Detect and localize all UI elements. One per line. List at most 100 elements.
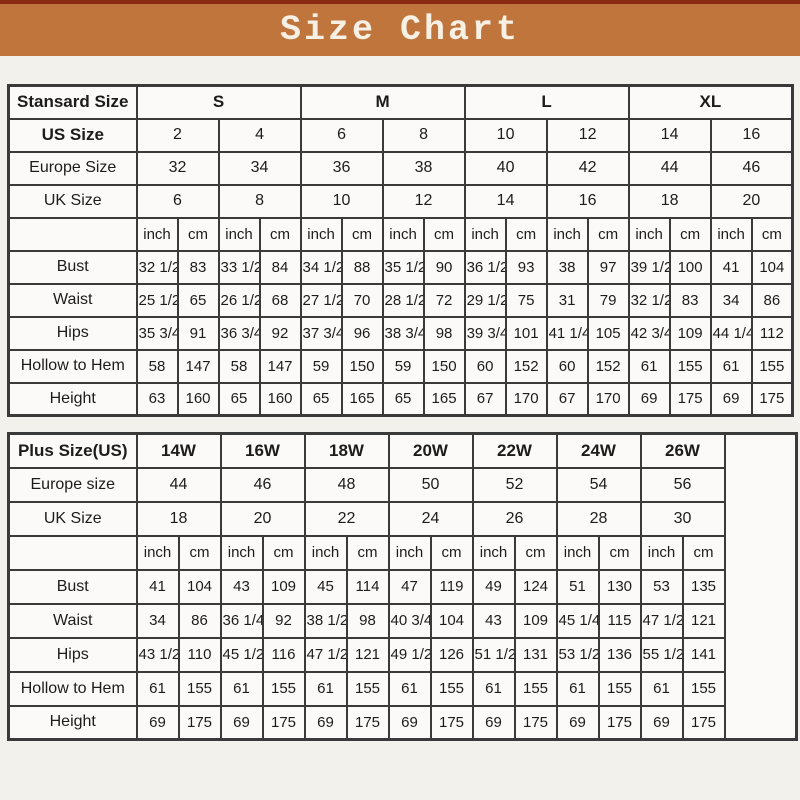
row-label-cell: Hips — [7, 636, 138, 673]
value-cell: 32 1/2 — [627, 282, 671, 318]
value-cell: 136 — [597, 636, 642, 673]
value-cell: 34 — [709, 282, 753, 318]
group-header-cell: 24W — [555, 432, 642, 469]
value-cell: 175 — [261, 704, 306, 741]
value-cell: 38 — [545, 249, 589, 285]
standard-size-table: Stansard Size S M L XL US Size 2 4 6 8 10 12 14 16 Eur… — [7, 84, 795, 417]
value-cell: 155 — [429, 670, 474, 707]
unit-cell: cm — [422, 216, 466, 252]
value-cell: 38 3/4 — [381, 315, 425, 351]
size-value-cell: 46 — [219, 466, 306, 503]
size-row: UK Size 6 8 10 12 14 16 18 20 — [7, 183, 794, 219]
measurement-row: Height 63 160 65 160 65 165 65 165 67 170 67 170 69 17… — [7, 381, 794, 417]
row-label-cell: Height — [7, 381, 138, 417]
value-cell: 112 — [750, 315, 794, 351]
value-cell: 26 1/2 — [217, 282, 261, 318]
size-value-cell: 6 — [299, 117, 384, 153]
value-cell: 41 — [135, 568, 180, 605]
value-cell: 68 — [258, 282, 302, 318]
value-cell: 42 3/4 — [627, 315, 671, 351]
unit-row: inch cm inch cm inch cm inch cm inch cm inch cm inch… — [7, 216, 794, 252]
size-value-cell: 16 — [709, 117, 794, 153]
size-value-cell: 10 — [463, 117, 548, 153]
plus-size-table: Plus Size(US) 14W 16W 18W 20W 22W 24W 26W Europe… — [7, 432, 798, 741]
measurement-row: Waist 25 1/2 65 26 1/2 68 27 1/2 70 28 1/2 72 29 … — [7, 282, 794, 318]
value-cell: 175 — [429, 704, 474, 741]
value-cell: 104 — [177, 568, 222, 605]
unit-cell: cm — [504, 216, 548, 252]
size-value-cell: 40 — [463, 150, 548, 186]
value-cell: 45 1/2 — [219, 636, 264, 673]
row-label-cell: Waist — [7, 282, 138, 318]
value-cell: 47 1/2 — [639, 602, 684, 639]
size-value-cell: 20 — [709, 183, 794, 219]
unit-cell: inch — [135, 534, 180, 571]
value-cell: 31 — [545, 282, 589, 318]
row-label-cell: Bust — [7, 568, 138, 605]
size-value-cell: 12 — [381, 183, 466, 219]
size-value-cell: 20 — [219, 500, 306, 537]
value-cell: 83 — [668, 282, 712, 318]
value-cell: 109 — [513, 602, 558, 639]
value-cell: 36 3/4 — [217, 315, 261, 351]
size-value-cell: 2 — [135, 117, 220, 153]
value-cell: 72 — [422, 282, 466, 318]
value-cell: 69 — [387, 704, 432, 741]
size-chart-page: Size Chart Stansard Size S M L XL US Size 2 4 6 8… — [0, 0, 800, 741]
value-cell: 84 — [258, 249, 302, 285]
unit-cell: cm — [597, 534, 642, 571]
value-cell: 60 — [463, 348, 507, 384]
row-label-cell: UK Size — [7, 183, 138, 219]
size-value-cell: 26 — [471, 500, 558, 537]
unit-cell: cm — [258, 216, 302, 252]
unit-cell: cm — [176, 216, 220, 252]
measurement-row: Bust 32 1/2 83 33 1/2 84 34 1/2 88 35 1/2 90 36 1… — [7, 249, 794, 285]
corner-label-cell: Stansard Size — [7, 84, 138, 120]
size-row: Europe Size 32 34 36 38 40 42 44 46 — [7, 150, 794, 186]
value-cell: 65 — [299, 381, 343, 417]
value-cell: 49 1/2 — [387, 636, 432, 673]
value-cell: 116 — [261, 636, 306, 673]
value-cell: 61 — [135, 670, 180, 707]
value-cell: 96 — [340, 315, 384, 351]
unit-cell: cm — [177, 534, 222, 571]
blank-cell — [723, 432, 798, 741]
unit-cell: inch — [545, 216, 589, 252]
size-value-cell: 10 — [299, 183, 384, 219]
value-cell: 38 1/2 — [303, 602, 348, 639]
size-value-cell: 44 — [135, 466, 222, 503]
unit-cell: cm — [261, 534, 306, 571]
value-cell: 155 — [668, 348, 712, 384]
size-value-cell: 8 — [217, 183, 302, 219]
value-cell: 152 — [504, 348, 548, 384]
row-label-cell: Europe size — [7, 466, 138, 503]
value-cell: 45 — [303, 568, 348, 605]
value-cell: 47 — [387, 568, 432, 605]
value-cell: 86 — [750, 282, 794, 318]
value-cell: 165 — [340, 381, 384, 417]
value-cell: 155 — [177, 670, 222, 707]
value-cell: 98 — [345, 602, 390, 639]
value-cell: 44 1/4 — [709, 315, 753, 351]
value-cell: 175 — [750, 381, 794, 417]
value-cell: 61 — [709, 348, 753, 384]
value-cell: 47 1/2 — [303, 636, 348, 673]
measurement-row: Height 69 175 69 175 69 175 69 175 69 175 69 175 69 17… — [7, 704, 797, 741]
unit-cell: cm — [429, 534, 474, 571]
value-cell: 155 — [750, 348, 794, 384]
value-cell: 69 — [709, 381, 753, 417]
value-cell: 32 1/2 — [135, 249, 179, 285]
unit-cell: inch — [299, 216, 343, 252]
top-accent-strip — [0, 0, 800, 4]
row-label-cell: Height — [7, 704, 138, 741]
size-value-cell: 14 — [463, 183, 548, 219]
value-cell: 114 — [345, 568, 390, 605]
value-cell: 69 — [219, 704, 264, 741]
value-cell: 53 — [639, 568, 684, 605]
unit-row: inch cm inch cm inch cm inch cm inch cm inch cm inch… — [7, 534, 797, 571]
unit-cell: inch — [471, 534, 516, 571]
value-cell: 86 — [177, 602, 222, 639]
unit-cell: cm — [668, 216, 712, 252]
unit-cell: cm — [340, 216, 384, 252]
value-cell: 175 — [597, 704, 642, 741]
